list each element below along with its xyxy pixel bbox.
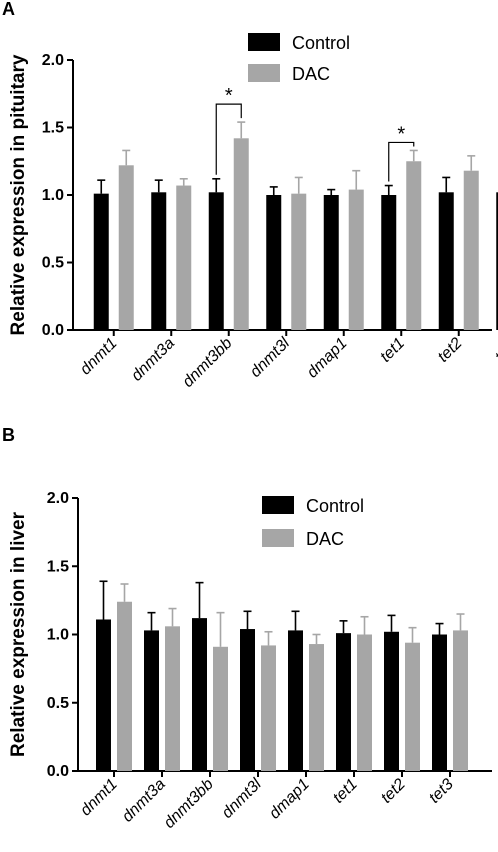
significance-marker: * — [225, 85, 233, 107]
x-tick-label: tet2 — [378, 776, 409, 807]
bar-control — [496, 192, 498, 330]
legend-label-dac: DAC — [306, 529, 344, 549]
legend-label-dac: DAC — [292, 64, 330, 84]
bar-dac — [117, 601, 132, 771]
y-tick-label: 2.0 — [42, 52, 64, 69]
x-tick-label: dnmt3a — [128, 335, 178, 385]
y-tick-label: 1.5 — [42, 120, 64, 137]
significance-marker: * — [397, 123, 405, 145]
bar-dac — [406, 161, 422, 330]
bar-dac — [357, 634, 372, 771]
bar-control — [288, 630, 303, 771]
bar-control — [438, 192, 454, 330]
y-tick-label: 2.0 — [47, 490, 69, 507]
legend-swatch-control — [262, 496, 294, 514]
bar-dac — [463, 170, 479, 330]
bar-control — [432, 634, 447, 771]
y-tick-label: 0.0 — [47, 763, 69, 780]
legend-swatch-dac — [248, 64, 280, 82]
x-tick-label: tet2 — [435, 335, 466, 366]
x-tick-label: dnmt3l — [247, 334, 293, 380]
bar-dac — [165, 626, 180, 771]
chart-a-svg: A Relative expression in pituitary 0.0 0.5 1… — [2, 0, 498, 391]
bar-dac — [118, 165, 134, 330]
bar-dac — [291, 193, 307, 330]
bar-dac — [453, 630, 468, 771]
bar-control — [336, 633, 351, 771]
bar-control — [208, 192, 224, 330]
y-tick-label: 1.0 — [47, 627, 69, 644]
bar-dac — [261, 645, 276, 771]
x-tick-label: dnmt1 — [77, 776, 120, 819]
x-tick-label: dmap1 — [266, 776, 313, 823]
panel-letter: A — [2, 0, 15, 19]
significance-bracket — [215, 103, 242, 175]
legend-swatch-dac — [262, 529, 294, 547]
y-axis-label: Relative expression in pituitary — [8, 54, 29, 335]
significance-bracket — [388, 141, 415, 182]
chart-panel-a: A Relative expression in pituitary 0.0 0.5 1… — [2, 0, 498, 391]
y-tick-label: 1.0 — [42, 187, 64, 204]
x-tick-label: dnmt3bb — [161, 776, 217, 832]
x-tick-label: dnmt3l — [219, 775, 265, 821]
y-axis-label: Relative expression in liver — [8, 511, 29, 757]
y-tick-label: 1.5 — [47, 558, 69, 575]
x-tick-label: dnmt1 — [77, 335, 120, 378]
chart-b-svg: B Relative expression in liver 0.0 0.5 1.0 1.… — [2, 426, 492, 832]
bar-control — [323, 195, 339, 330]
x-tick-label: dnmt3bb — [180, 335, 236, 391]
bar-dac — [309, 644, 324, 771]
bar-control — [144, 630, 159, 771]
bar-control — [266, 195, 282, 330]
bar-control — [192, 618, 207, 771]
bar-control — [96, 619, 111, 771]
y-tick-label: 0.5 — [47, 695, 69, 712]
bar-control — [381, 195, 397, 330]
bar-dac — [213, 646, 228, 771]
x-tick-label: tet3 — [492, 335, 498, 366]
bar-control — [384, 631, 399, 771]
y-tick-label: 0.0 — [42, 322, 64, 339]
x-tick-label: tet3 — [426, 776, 457, 807]
x-tick-label: tet1 — [330, 776, 361, 807]
chart-panel-b: B Relative expression in liver 0.0 0.5 1.0 1.… — [0, 426, 498, 852]
bar-control — [240, 629, 255, 771]
y-tick-label: 0.5 — [42, 255, 64, 272]
legend-label-control: Control — [292, 33, 350, 53]
bar-control — [151, 192, 167, 330]
bar-dac — [176, 185, 192, 330]
panel-letter: B — [2, 426, 15, 445]
x-tick-label: tet1 — [377, 335, 408, 366]
bar-control — [93, 193, 109, 330]
bar-dac — [348, 189, 364, 330]
legend-label-control: Control — [306, 496, 364, 516]
bar-dac — [405, 642, 420, 771]
x-tick-label: dmap1 — [304, 335, 351, 382]
bar-dac — [233, 138, 249, 330]
legend-swatch-control — [248, 33, 280, 51]
